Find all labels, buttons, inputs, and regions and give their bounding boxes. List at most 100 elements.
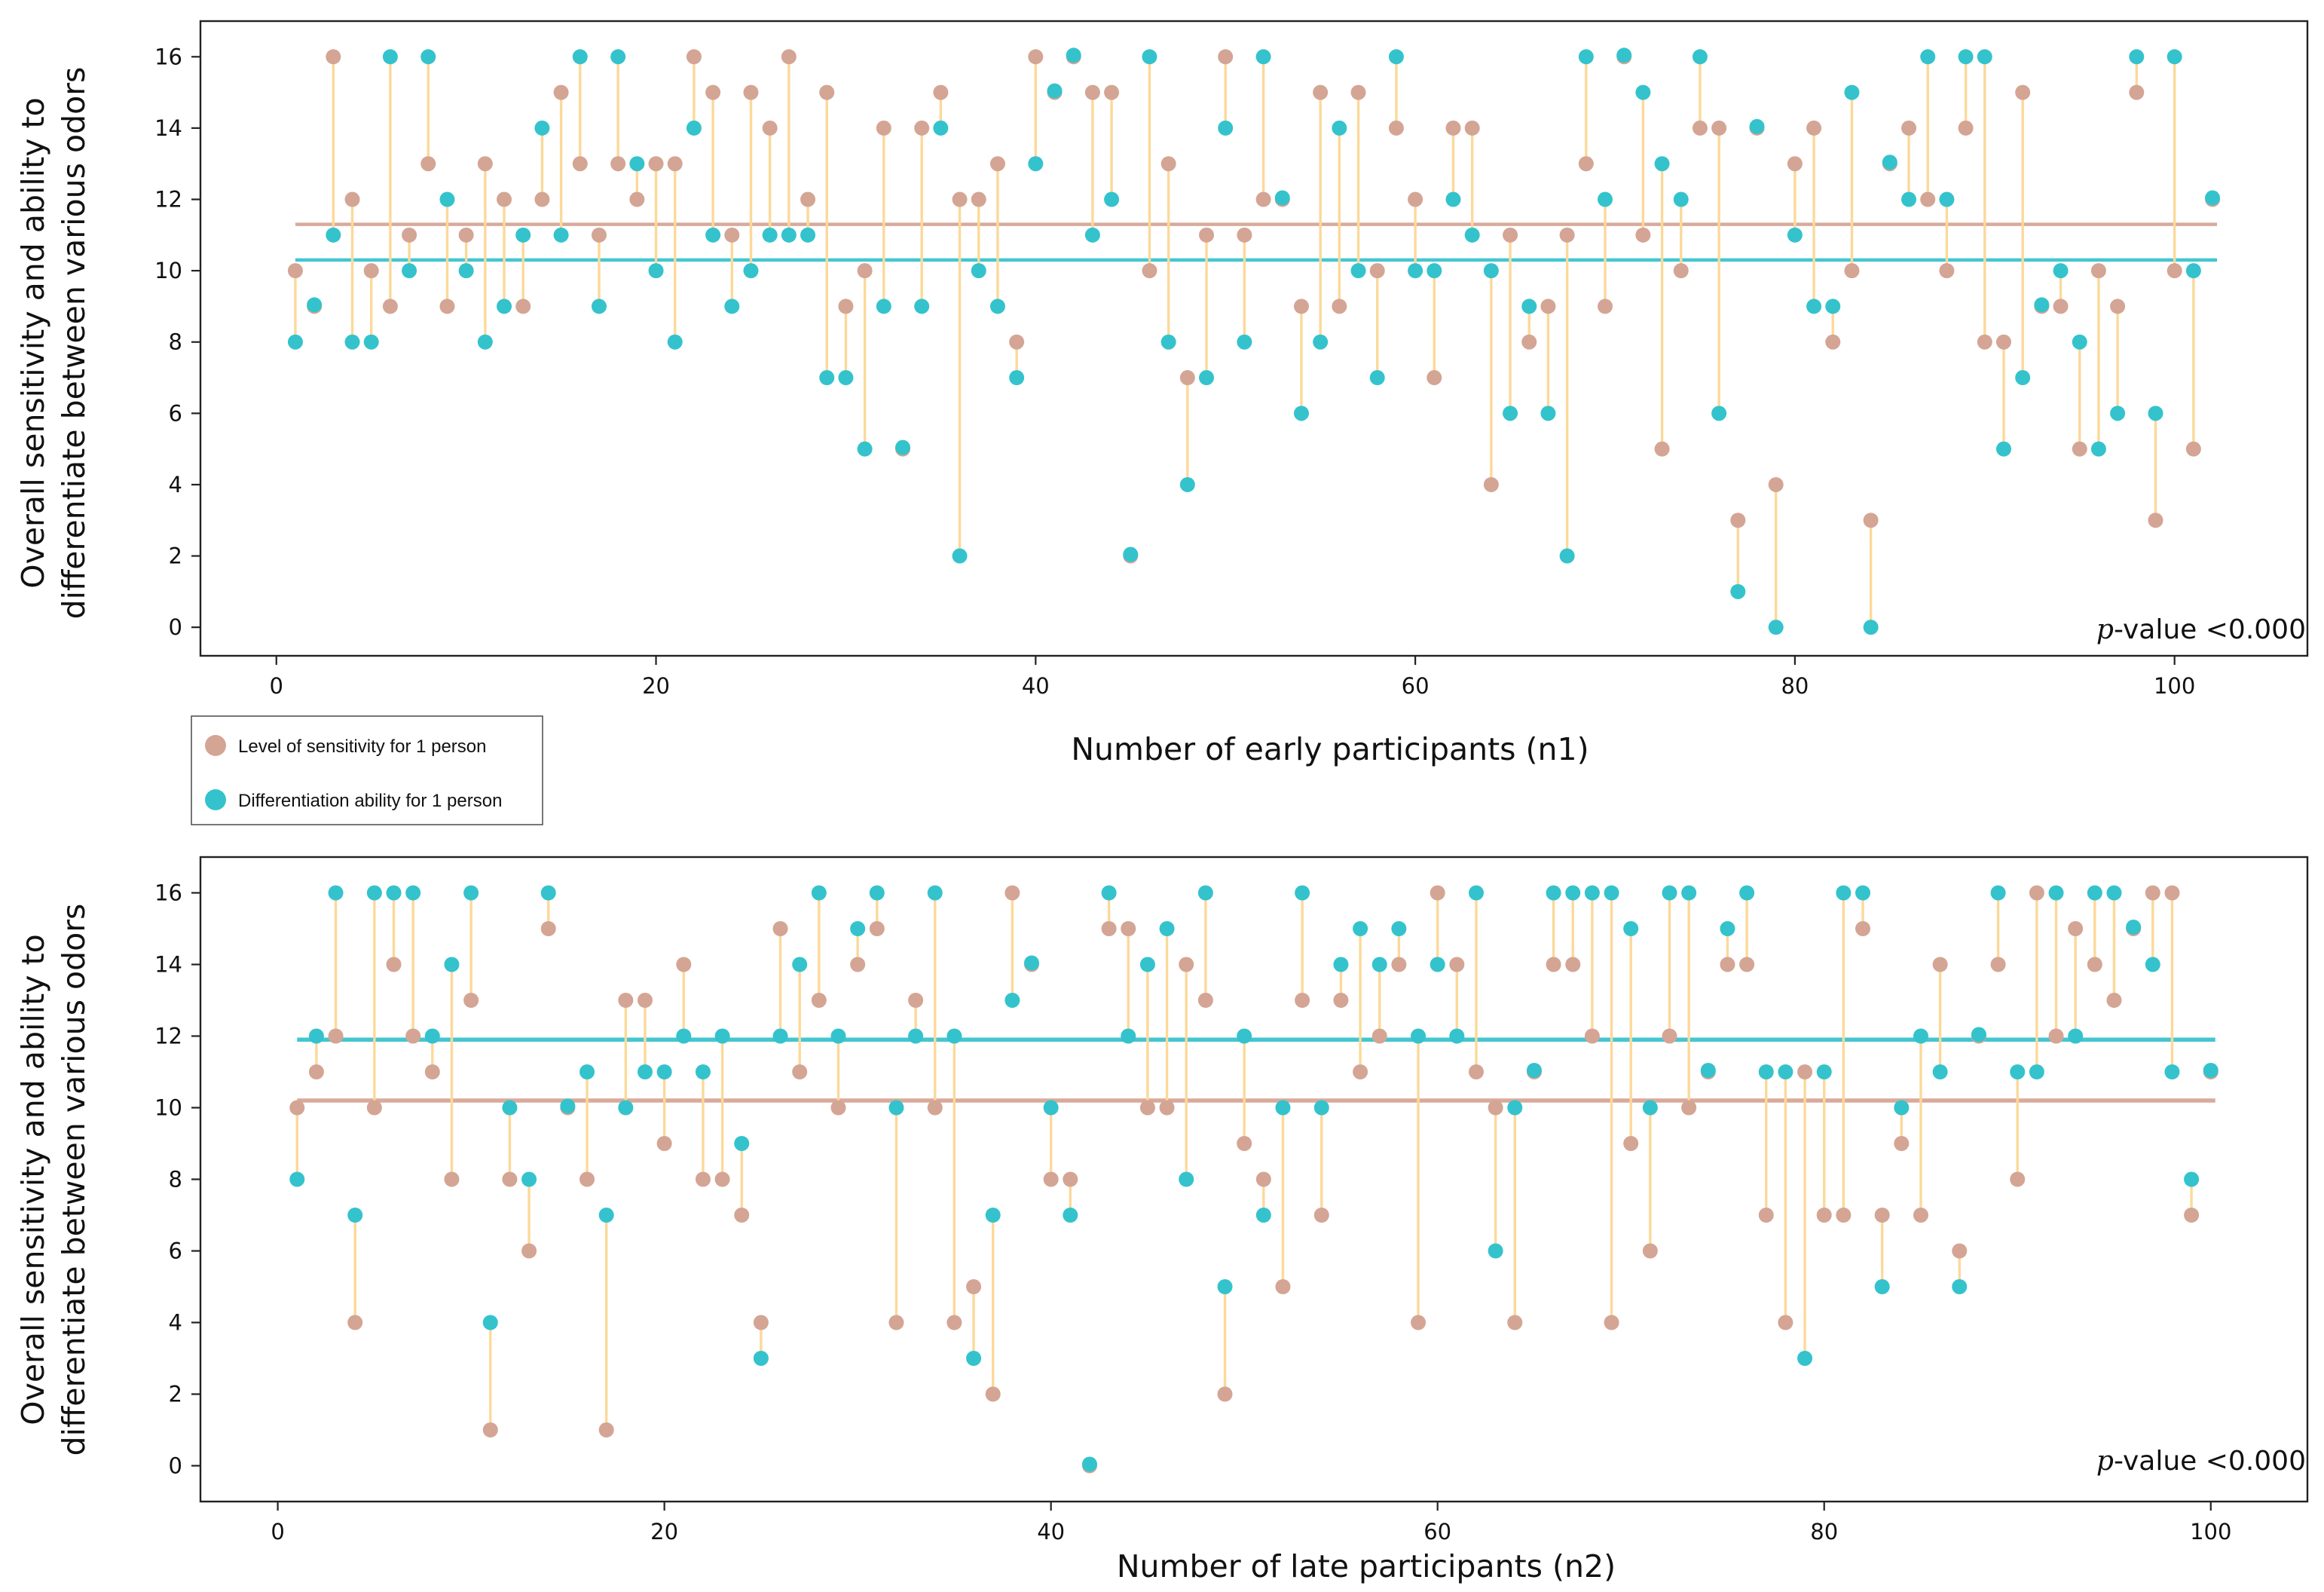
sensitivity-point (914, 120, 930, 136)
x-tick-label: 100 (2190, 1519, 2231, 1545)
x-tick-label: 0 (270, 673, 283, 699)
sensitivity-point (772, 921, 788, 936)
sensitivity-point (1101, 921, 1117, 936)
sensitivity-point (1237, 1136, 1252, 1151)
differentiation-point (1293, 406, 1309, 421)
sensitivity-point (2087, 957, 2102, 972)
sensitivity-point (1313, 1208, 1329, 1223)
sensitivity-point (1836, 1208, 1852, 1223)
differentiation-point (985, 1208, 1001, 1223)
sensitivity-point (1333, 993, 1349, 1008)
differentiation-point (1913, 1028, 1928, 1044)
differentiation-point (1507, 1100, 1523, 1116)
sensitivity-point (781, 49, 797, 65)
sensitivity-point (1584, 1028, 1600, 1044)
differentiation-point (289, 1171, 305, 1187)
differentiation-point (667, 334, 683, 350)
differentiation-point (1894, 1100, 1910, 1116)
differentiation-point (2185, 263, 2201, 279)
sensitivity-point (1464, 120, 1480, 136)
sensitivity-point (458, 227, 474, 243)
sensitivity-point (1546, 957, 1561, 972)
differentiation-point (762, 227, 778, 243)
sensitivity-point (363, 263, 379, 279)
differentiation-point (772, 1028, 788, 1044)
differentiation-point (553, 227, 569, 243)
sensitivity-point (1913, 1208, 1928, 1223)
sensitivity-point (1507, 1315, 1523, 1330)
differentiation-point (1028, 156, 1044, 172)
differentiation-point (800, 227, 816, 243)
differentiation-point (344, 334, 360, 350)
sensitivity-point (1028, 49, 1044, 65)
differentiation-point (560, 1098, 576, 1114)
sensitivity-point (347, 1315, 363, 1330)
differentiation-point (1369, 370, 1385, 386)
sensitivity-point (743, 84, 759, 100)
sensitivity-point (1797, 1064, 1813, 1079)
differentiation-point (1274, 190, 1290, 206)
sensitivity-point (1844, 263, 1860, 279)
sensitivity-point (667, 156, 683, 172)
p-value-symbol: p (2096, 614, 2114, 645)
y-tick-label: 4 (169, 472, 182, 498)
differentiation-point (1642, 1100, 1658, 1116)
sensitivity-point (1371, 1028, 1387, 1044)
sensitivity-point (326, 49, 341, 65)
sensitivity-point (2015, 84, 2031, 100)
y-tick-label: 8 (169, 329, 182, 355)
legend-sensitivity-label: Level of sensitivity for 1 person (238, 736, 487, 757)
differentiation-point (2145, 957, 2160, 972)
differentiation-point (1275, 1100, 1291, 1116)
differentiation-point (1063, 1208, 1078, 1223)
differentiation-point (838, 370, 854, 386)
sensitivity-point (1711, 120, 1727, 136)
differentiation-point (1217, 1279, 1233, 1294)
sensitivity-point (637, 993, 653, 1008)
differentiation-point (1584, 885, 1600, 901)
sensitivity-point (1730, 513, 1746, 528)
differentiation-point (1430, 957, 1445, 972)
differentiation-point (876, 298, 891, 314)
sensitivity-point (1411, 1315, 1427, 1330)
sensitivity-point (989, 156, 1005, 172)
differentiation-point (1255, 49, 1271, 65)
sensitivity-point (1063, 1171, 1078, 1187)
differentiation-point (1411, 1028, 1427, 1044)
sensitivity-point (1237, 227, 1252, 243)
differentiation-point (1806, 298, 1822, 314)
sensitivity-point (1901, 120, 1917, 136)
sensitivity-point (1313, 84, 1329, 100)
sensitivity-point (610, 156, 626, 172)
sensitivity-point (985, 1386, 1001, 1402)
differentiation-point (1700, 1063, 1716, 1078)
differentiation-point (629, 156, 645, 172)
sensitivity-point (1275, 1279, 1291, 1294)
differentiation-point (1598, 191, 1613, 207)
differentiation-point (1388, 49, 1404, 65)
differentiation-point (753, 1351, 769, 1366)
differentiation-point (1464, 227, 1480, 243)
sensitivity-point (927, 1100, 943, 1116)
differentiation-point (676, 1028, 692, 1044)
sensitivity-point (1430, 885, 1445, 901)
sensitivity-point (1635, 227, 1651, 243)
differentiation-point (458, 263, 474, 279)
differentiation-point (1005, 993, 1020, 1008)
x-tick-label: 60 (1402, 673, 1430, 699)
sensitivity-point (1427, 370, 1442, 386)
sensitivity-point (1295, 993, 1310, 1008)
differentiation-point (1333, 957, 1349, 972)
y-tick-label: 2 (169, 1382, 182, 1407)
differentiation-point (2053, 263, 2069, 279)
sensitivity-point (1995, 334, 2011, 350)
sensitivity-point (2029, 885, 2044, 901)
sensitivity-point (1449, 957, 1465, 972)
differentiation-point (792, 957, 808, 972)
sensitivity-point (629, 191, 645, 207)
sensitivity-point (1692, 120, 1708, 136)
differentiation-point (1958, 49, 1974, 65)
differentiation-point (579, 1064, 595, 1079)
y-axis-title-line1: Overall sensitivity and ability to (15, 97, 51, 588)
differentiation-point (2068, 1028, 2084, 1044)
